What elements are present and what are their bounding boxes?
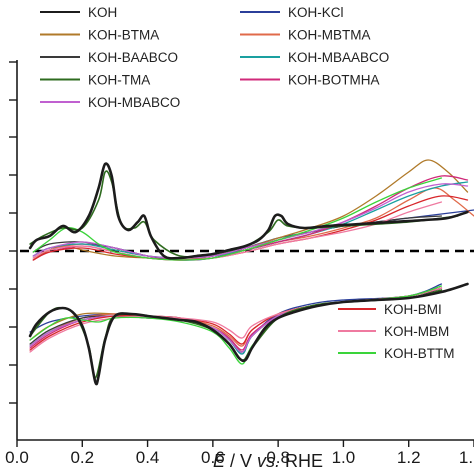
legend-top: KOH KOH-KCl KOH-BTMA KOH-MBTMA KOH-BAABCO KOH… xyxy=(40,5,389,110)
x-tick-layer: 0.0 0.2 0.4 0.6 0.8 1.0 1.2 1. xyxy=(5,440,474,467)
legend-label-koh-mbtma: KOH-MBTMA xyxy=(288,28,371,43)
series-koh-anodic xyxy=(28,162,469,260)
series-koh-cathodic xyxy=(28,282,469,386)
legend-label-koh-tma: KOH-TMA xyxy=(88,73,150,88)
x-axis-title: E / V vs. RHE xyxy=(213,451,323,471)
series-layer xyxy=(28,159,474,386)
legend-label-koh-kcl: KOH-KCl xyxy=(288,5,344,20)
legend-label-koh-bmi: KOH-BMI xyxy=(384,302,442,317)
series-koh-bttm-anodic xyxy=(32,177,443,261)
legend-label-koh-bttm: KOH-BTTM xyxy=(384,346,455,361)
legend-label-koh-mbm: KOH-MBM xyxy=(384,324,449,339)
x-axis-title-e: E xyxy=(213,451,226,471)
x-tick-label-2: 0.4 xyxy=(136,448,160,467)
series-koh-bmi-cathodic xyxy=(29,287,443,351)
legend-label-koh: KOH xyxy=(88,5,117,20)
legend-bottom: KOH-BMI KOH-MBM KOH-BTTM xyxy=(338,302,455,361)
legend-label-koh-mbabco: KOH-MBABCO xyxy=(88,95,180,110)
x-tick-label-5: 1.0 xyxy=(332,448,356,467)
x-tick-label-1: 0.2 xyxy=(70,448,94,467)
legend-label-koh-baabco: KOH-BAABCO xyxy=(88,50,178,65)
x-axis-title-mid: / V xyxy=(225,451,257,471)
legend-label-koh-mbaabco: KOH-MBAABCO xyxy=(288,50,389,65)
x-tick-label-6: 1.2 xyxy=(397,448,421,467)
x-tick-label-4: 0.8 xyxy=(266,448,290,467)
series-koh-mbabco-anodic xyxy=(32,183,469,259)
x-tick-label-7: 1. xyxy=(459,448,473,467)
x-axis-title-rhe: RHE xyxy=(280,451,323,471)
y-tick-layer xyxy=(9,61,17,404)
x-tick-label-3: 0.6 xyxy=(201,448,225,467)
axes-layer xyxy=(16,60,474,441)
legend-label-koh-botmha: KOH-BOTMHA xyxy=(288,73,380,88)
x-axis-title-vs: vs. xyxy=(257,451,280,471)
x-tick-label-0: 0.0 xyxy=(5,448,29,467)
legend-label-koh-btma: KOH-BTMA xyxy=(88,28,159,43)
